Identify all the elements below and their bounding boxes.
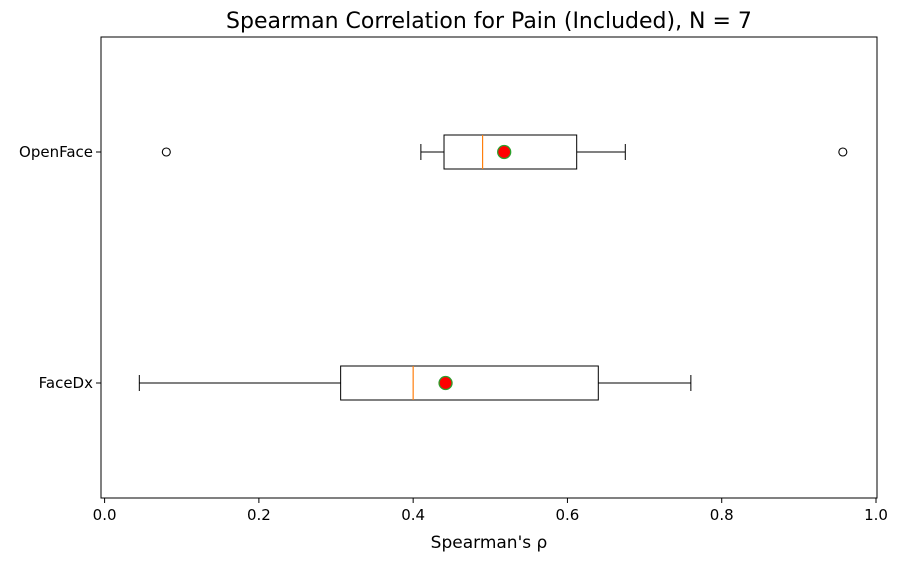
x-tick-label: 0.2: [247, 506, 271, 524]
iqr-box: [340, 365, 599, 401]
x-tick-label: 0.0: [93, 506, 117, 524]
x-tick-label: 0.4: [401, 506, 425, 524]
iqr-box: [443, 134, 578, 170]
outlier-point: [161, 147, 171, 157]
x-tick-label: 0.6: [556, 506, 580, 524]
x-tick-label: 0.8: [710, 506, 734, 524]
plot-area: [100, 36, 878, 499]
chart-marks: [138, 134, 848, 401]
chart-title: Spearman Correlation for Pain (Included)…: [226, 9, 752, 34]
x-axis-label: Spearman's ρ: [431, 533, 548, 553]
mean-marker: [438, 375, 453, 391]
y-tick-label: OpenFace: [19, 143, 93, 161]
outlier-point: [838, 147, 848, 157]
box-group-openface: [161, 134, 848, 170]
chart-axes: 0.0 0.2 0.4 0.6 0.8 1.0 OpenFace FaceDx: [19, 143, 888, 524]
box-group-facedx: [138, 365, 692, 401]
x-tick-label: 1.0: [864, 506, 888, 524]
y-tick-label: FaceDx: [39, 374, 93, 392]
mean-marker: [497, 144, 512, 160]
